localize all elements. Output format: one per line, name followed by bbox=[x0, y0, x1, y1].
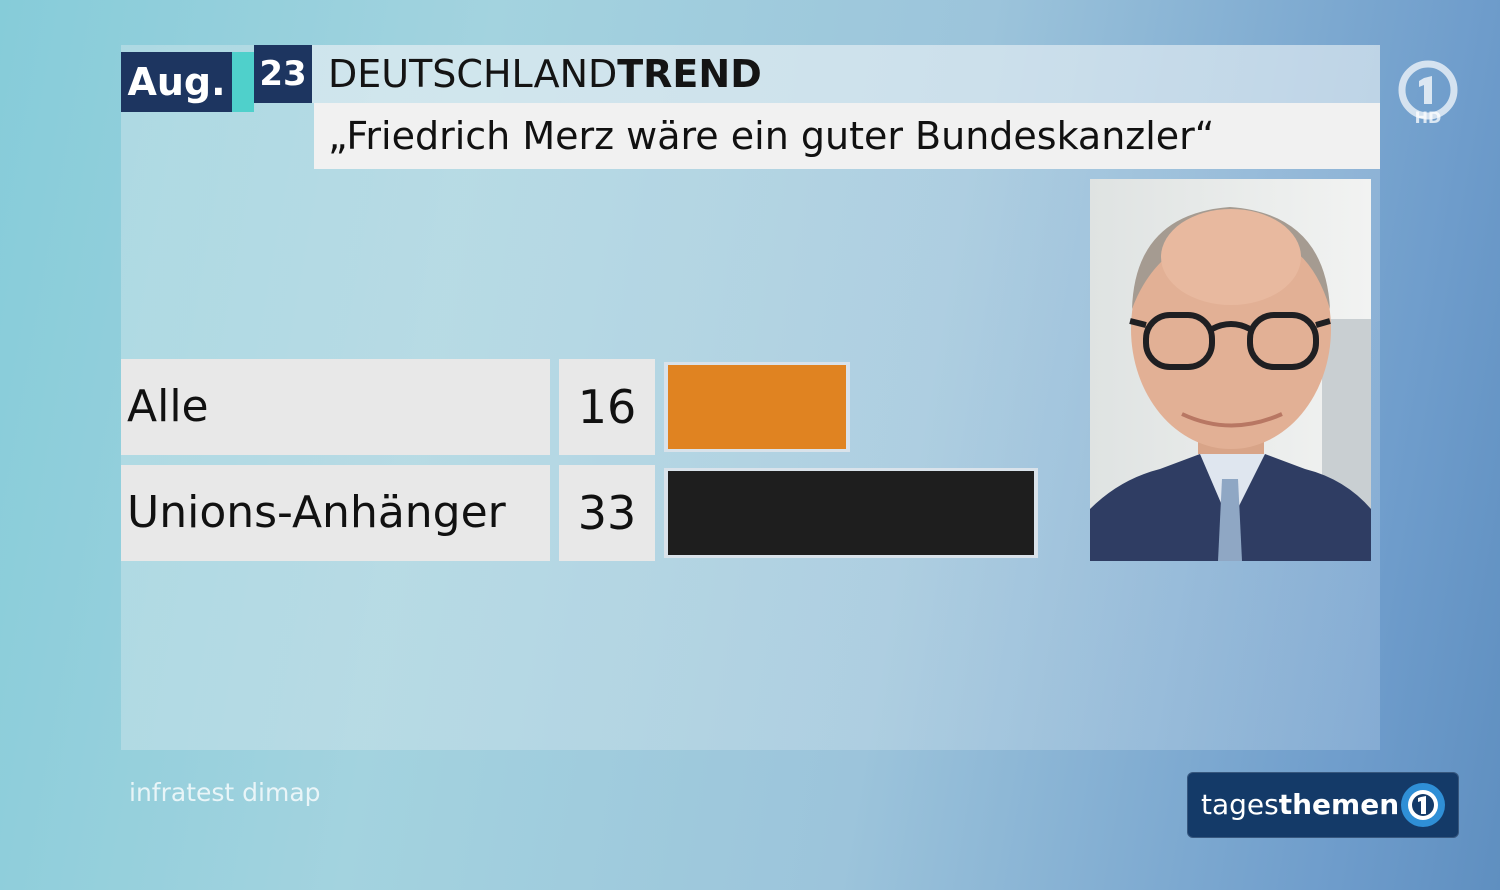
source-credit: infratest dimap bbox=[129, 778, 321, 807]
data-value-label: 16 bbox=[559, 359, 655, 455]
show-name: tagesthemen bbox=[1201, 772, 1399, 838]
ard-one-logo-icon bbox=[1398, 60, 1458, 120]
bar bbox=[668, 471, 1034, 555]
category-label: Alle bbox=[121, 359, 550, 455]
date-accent-stripe bbox=[232, 52, 254, 112]
show-name-bold: themen bbox=[1278, 788, 1400, 821]
date-month: Aug. bbox=[121, 52, 232, 112]
date-day: 23 bbox=[254, 45, 312, 103]
bar bbox=[668, 365, 846, 449]
chart-question-title: „Friedrich Merz wäre ein guter Bundeskan… bbox=[314, 103, 1380, 169]
show-name-regular: tages bbox=[1201, 788, 1279, 821]
data-value-label: 33 bbox=[559, 465, 655, 561]
hd-badge: HD bbox=[1414, 108, 1442, 127]
tagesthemen-logo: tagesthemen bbox=[1187, 772, 1459, 838]
category-label: Unions-Anhänger bbox=[121, 465, 550, 561]
person-portrait bbox=[1090, 179, 1371, 561]
ard-one-round-icon bbox=[1401, 783, 1445, 827]
series-title-regular: DEUTSCHLAND bbox=[328, 52, 618, 96]
series-title-bold: TREND bbox=[617, 52, 762, 96]
series-title: DEUTSCHLANDTREND bbox=[312, 45, 1380, 103]
